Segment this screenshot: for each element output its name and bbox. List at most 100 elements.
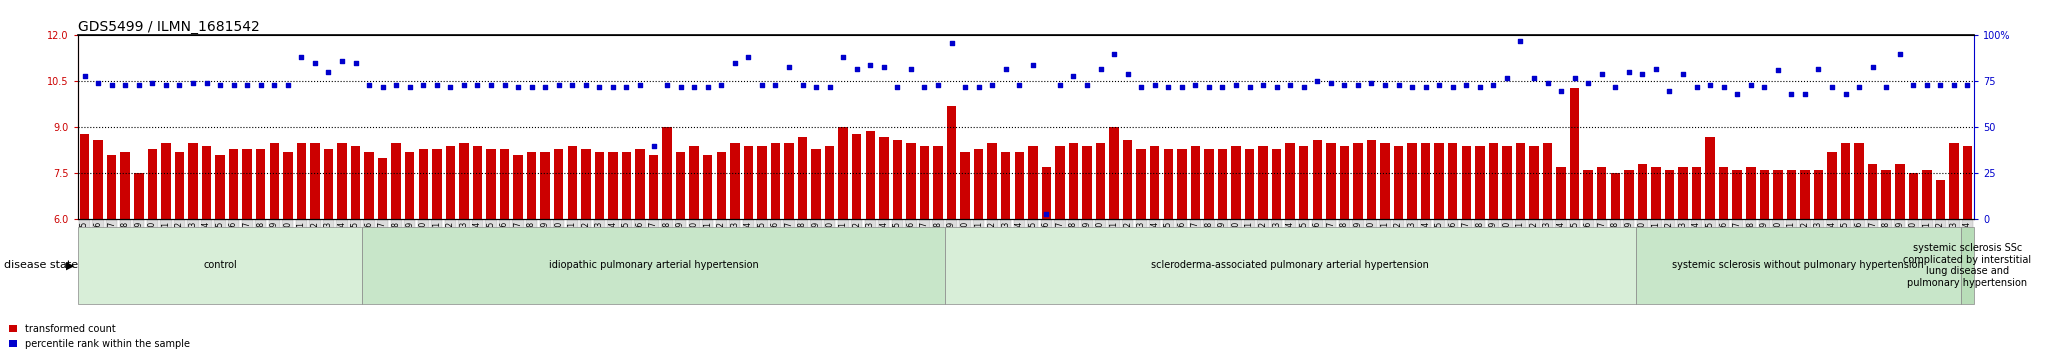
Bar xyxy=(1960,227,1974,304)
Bar xyxy=(623,152,631,219)
Bar xyxy=(1298,146,1309,219)
Bar xyxy=(1448,143,1458,219)
Point xyxy=(1532,80,1565,86)
Bar xyxy=(133,173,143,219)
Point xyxy=(1260,84,1292,90)
Point xyxy=(907,84,940,90)
Point xyxy=(217,82,250,88)
Point xyxy=(1124,84,1157,90)
Point xyxy=(1937,82,1970,88)
Point xyxy=(963,84,995,90)
Bar xyxy=(391,143,401,219)
Bar xyxy=(379,158,387,219)
Bar xyxy=(459,143,469,219)
Point xyxy=(135,80,168,86)
Bar xyxy=(1841,143,1849,219)
Point xyxy=(678,84,711,90)
Point xyxy=(1477,82,1509,88)
Bar xyxy=(920,146,930,219)
Bar xyxy=(1774,170,1782,219)
Bar xyxy=(1219,149,1227,219)
Bar xyxy=(406,152,414,219)
Point xyxy=(1640,66,1673,72)
Bar xyxy=(1475,146,1485,219)
Point xyxy=(584,84,616,90)
Bar xyxy=(1286,143,1294,219)
Point xyxy=(854,62,887,68)
Point xyxy=(68,73,100,79)
Point xyxy=(1464,84,1497,90)
Bar xyxy=(188,143,199,219)
Bar xyxy=(582,149,590,219)
Point xyxy=(285,55,317,60)
Point xyxy=(1356,80,1389,86)
Bar xyxy=(1894,164,1905,219)
Bar xyxy=(1923,170,1931,219)
Bar xyxy=(1257,146,1268,219)
Bar xyxy=(1868,164,1878,219)
Bar xyxy=(1651,167,1661,219)
Bar xyxy=(905,143,915,219)
Point xyxy=(1694,82,1726,88)
Bar xyxy=(500,149,510,219)
Bar xyxy=(662,127,672,219)
Bar xyxy=(1001,152,1010,219)
Bar xyxy=(485,149,496,219)
Bar xyxy=(717,152,725,219)
Bar xyxy=(1354,143,1362,219)
Point xyxy=(1044,82,1077,88)
Point xyxy=(123,82,156,88)
Point xyxy=(705,82,737,88)
Bar xyxy=(1407,143,1417,219)
Bar xyxy=(987,143,997,219)
Bar xyxy=(162,143,170,219)
Bar xyxy=(1313,140,1323,219)
Bar xyxy=(350,146,360,219)
Point xyxy=(1761,68,1794,73)
Bar xyxy=(1962,146,1972,219)
Point xyxy=(1016,62,1049,68)
Point xyxy=(1139,82,1171,88)
Point xyxy=(895,66,928,72)
Point xyxy=(813,84,846,90)
Point xyxy=(528,84,561,90)
Text: GDS5499 / ILMN_1681542: GDS5499 / ILMN_1681542 xyxy=(78,21,260,34)
Text: control: control xyxy=(203,261,238,270)
Point xyxy=(1896,82,1929,88)
Point xyxy=(176,80,209,86)
Point xyxy=(651,82,684,88)
Point xyxy=(1802,66,1835,72)
Point xyxy=(82,80,115,86)
Bar xyxy=(934,146,942,219)
Point xyxy=(231,82,264,88)
Bar xyxy=(1110,127,1118,219)
Bar xyxy=(1692,167,1702,219)
Bar xyxy=(838,127,848,219)
Point xyxy=(1071,82,1104,88)
Point xyxy=(840,66,872,72)
Bar xyxy=(729,143,739,219)
Bar xyxy=(702,155,713,219)
Bar xyxy=(242,149,252,219)
Bar xyxy=(852,133,862,219)
Point xyxy=(1083,66,1116,72)
Bar xyxy=(1042,167,1051,219)
Point xyxy=(1776,91,1808,97)
Bar xyxy=(541,152,551,219)
Point xyxy=(772,64,805,69)
Bar xyxy=(283,152,293,219)
Point xyxy=(1817,84,1849,90)
Point xyxy=(1221,82,1253,88)
Bar xyxy=(324,149,334,219)
Bar xyxy=(1815,170,1823,219)
Point xyxy=(1368,82,1401,88)
Point xyxy=(1397,84,1430,90)
Bar xyxy=(1327,143,1335,219)
Point xyxy=(637,143,670,149)
Point xyxy=(868,64,901,69)
Point xyxy=(731,55,764,60)
Bar xyxy=(229,149,238,219)
Bar xyxy=(1122,140,1133,219)
Text: idiopathic pulmonary arterial hypertension: idiopathic pulmonary arterial hypertensi… xyxy=(549,261,758,270)
Point xyxy=(610,84,643,90)
